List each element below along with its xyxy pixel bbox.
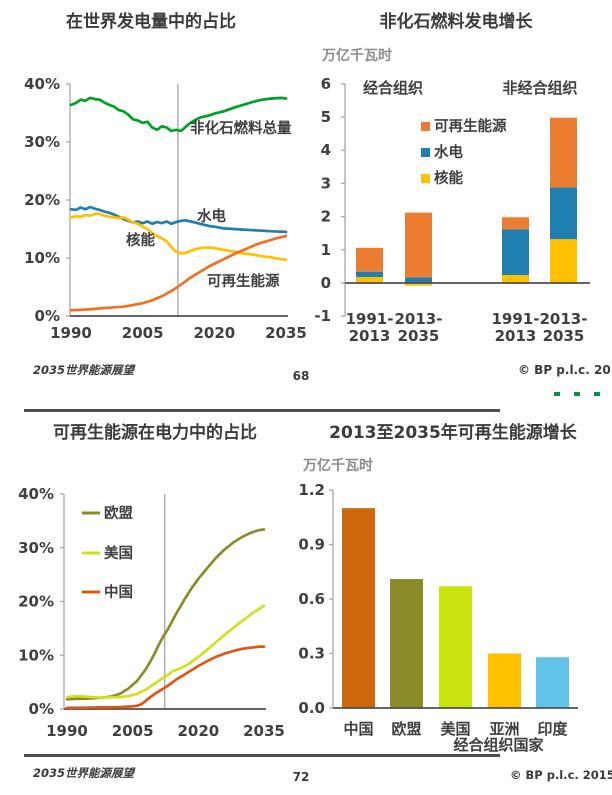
svg-text:0.9: 0.9 xyxy=(298,536,325,554)
svg-text:0.6: 0.6 xyxy=(298,590,325,608)
svg-text:2035: 2035 xyxy=(265,324,307,342)
svg-text:2005: 2005 xyxy=(112,722,154,740)
svg-text:20%: 20% xyxy=(18,593,54,611)
svg-text:欧盟: 欧盟 xyxy=(104,504,133,522)
brand-dot xyxy=(554,392,560,396)
svg-text:5: 5 xyxy=(321,108,331,126)
svg-text:6: 6 xyxy=(321,75,331,93)
svg-text:0.0: 0.0 xyxy=(298,699,325,717)
svg-text:美国: 美国 xyxy=(104,544,133,562)
svg-text:核能: 核能 xyxy=(434,169,463,187)
svg-text:非化石燃料总量: 非化石燃料总量 xyxy=(190,119,292,137)
svg-text:2013: 2013 xyxy=(349,327,391,345)
page-number-bottom: 72 xyxy=(292,770,310,784)
svg-text:欧盟: 欧盟 xyxy=(391,720,421,738)
footer-divider xyxy=(24,754,500,757)
brand-dot xyxy=(574,392,580,396)
svg-text:万亿千瓦时: 万亿千瓦时 xyxy=(302,457,373,474)
svg-text:2035: 2035 xyxy=(398,327,440,345)
svg-text:30%: 30% xyxy=(18,539,54,557)
chart-title-nonfossil-share: 在世界发电量中的占比 xyxy=(66,12,236,32)
svg-text:0: 0 xyxy=(321,274,331,292)
svg-text:20%: 20% xyxy=(24,191,60,209)
svg-text:经合组织: 经合组织 xyxy=(363,79,423,97)
svg-text:2035: 2035 xyxy=(543,327,585,345)
svg-text:万亿千瓦时: 万亿千瓦时 xyxy=(321,47,392,64)
chart-title-renewables-growth: 2013至2035年可再生能源增长 xyxy=(329,423,577,443)
svg-text:非经合组织: 非经合组织 xyxy=(502,79,577,97)
bp-brand-marks xyxy=(554,392,612,411)
chart-title-renewables-share: 可再生能源在电力中的占比 xyxy=(53,423,257,443)
footer-doc-title-top: 2035世界能源展望 xyxy=(33,363,135,377)
svg-text:2005: 2005 xyxy=(122,324,164,342)
svg-text:印度: 印度 xyxy=(537,720,568,738)
svg-text:2013: 2013 xyxy=(495,327,537,345)
svg-text:1991-: 1991- xyxy=(346,310,394,328)
chart-title-nonfossil-growth: 非化石燃料发电增长 xyxy=(379,12,533,32)
svg-text:可再生能源: 可再生能源 xyxy=(434,117,507,135)
svg-text:1990: 1990 xyxy=(46,722,88,740)
svg-text:中国: 中国 xyxy=(104,583,133,601)
svg-text:0.3: 0.3 xyxy=(298,645,325,663)
svg-text:2020: 2020 xyxy=(177,722,219,740)
brand-dot xyxy=(594,392,600,396)
svg-text:1: 1 xyxy=(321,241,331,259)
svg-text:0%: 0% xyxy=(29,700,54,718)
page-number-top: 68 xyxy=(292,369,310,383)
svg-text:2035: 2035 xyxy=(243,722,285,740)
svg-text:2: 2 xyxy=(321,208,331,226)
svg-text:水电: 水电 xyxy=(197,207,226,225)
svg-text:40%: 40% xyxy=(24,75,60,93)
svg-text:可再生能源: 可再生能源 xyxy=(207,272,280,290)
svg-text:2013-: 2013- xyxy=(540,310,588,328)
svg-text:3: 3 xyxy=(321,174,331,192)
svg-text:4: 4 xyxy=(321,141,331,159)
svg-text:2020: 2020 xyxy=(193,324,235,342)
slide-divider xyxy=(24,409,500,412)
footer-doc-title-bottom: 2035世界能源展望 xyxy=(33,766,135,780)
svg-text:亚洲: 亚洲 xyxy=(489,720,519,738)
svg-text:核能: 核能 xyxy=(126,231,155,249)
svg-text:1.2: 1.2 xyxy=(298,481,325,499)
svg-text:0%: 0% xyxy=(35,307,60,325)
svg-text:中国: 中国 xyxy=(343,720,373,738)
svg-text:1991-: 1991- xyxy=(492,310,540,328)
svg-text:2013-: 2013- xyxy=(395,310,443,328)
svg-text:经合组织国家: 经合组织国家 xyxy=(453,736,543,754)
svg-text:10%: 10% xyxy=(24,249,60,267)
svg-text:-1: -1 xyxy=(314,307,331,325)
svg-text:1990: 1990 xyxy=(50,324,92,342)
svg-text:40%: 40% xyxy=(18,485,54,503)
svg-text:10%: 10% xyxy=(18,646,54,664)
svg-text:30%: 30% xyxy=(24,133,60,151)
svg-text:水电: 水电 xyxy=(434,143,463,161)
svg-text:美国: 美国 xyxy=(440,720,470,738)
copyright-bottom: © BP p.l.c. 2015 xyxy=(510,768,612,782)
copyright-top: © BP p.l.c. 2015 xyxy=(518,363,612,377)
